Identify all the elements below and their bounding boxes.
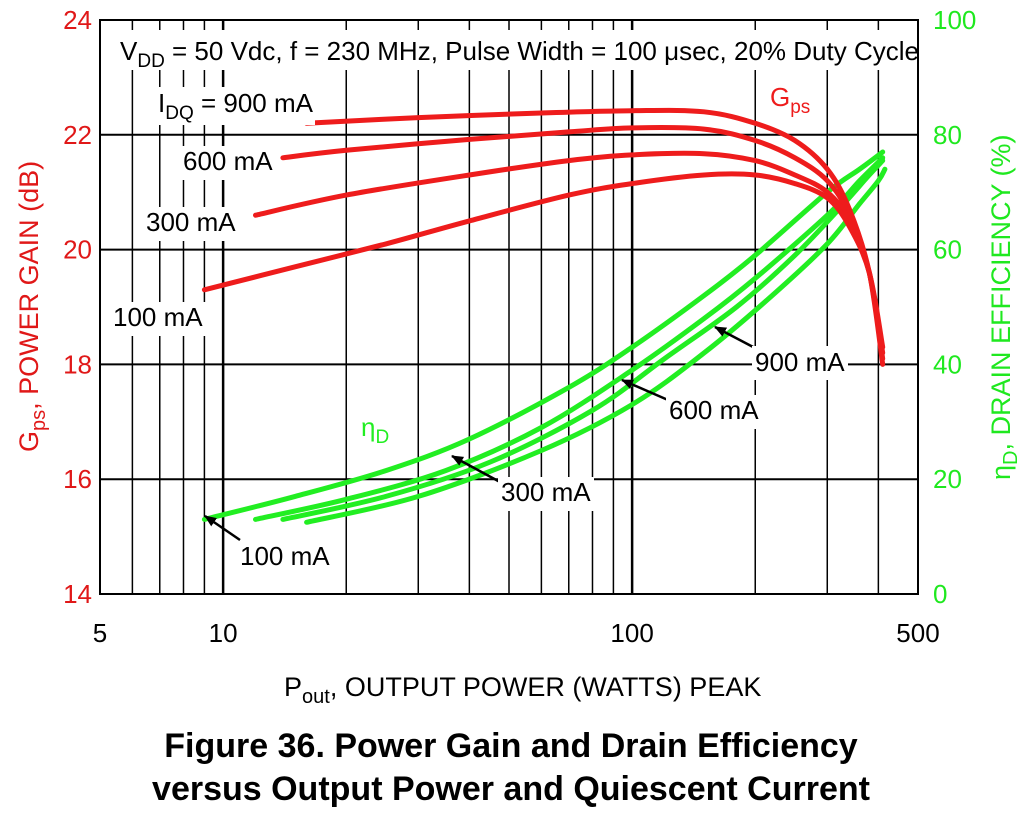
plot-frame [99,19,919,595]
idq-subscript: DQ [165,103,194,124]
gain-label-300: 300 mA [146,207,236,237]
right-y-tick-label: 100 [933,5,976,35]
x-axis-title: Pout, OUTPUT POWER (WATTS) PEAK [284,672,761,708]
test-conditions: VDD = 50 Vdc, f = 230 MHz, Pulse Width =… [112,30,919,72]
x-tick-label: 500 [896,618,939,648]
gain-label-600: 600 mA [183,146,273,176]
gain-line-100ma [201,171,886,350]
right-axis-title: ηD, DRAIN EFFICIENCY (%) [986,134,1022,480]
annotation-arrow [621,378,669,402]
idq-symbol: I [158,88,165,118]
gain-label-100: 100 mA [113,302,203,332]
right-y-tick-label: 60 [933,235,962,265]
left-y-tick-label: 20 [63,235,92,265]
right-y-tick-label: 20 [933,464,962,494]
x-tick-label: 10 [209,618,238,648]
left-y-tick-label: 14 [63,579,92,609]
figure-caption-line-1: Figure 36. Power Gain and Drain Efficien… [164,727,858,765]
left-y-tick-label: 24 [63,5,92,35]
x-tick-label: 5 [93,618,107,648]
efficiency-line-600ma [280,158,886,522]
figure-caption-line-2: versus Output Power and Quiescent Curren… [152,770,870,808]
annotation-arrow [451,454,501,484]
x-tick-label: 100 [610,618,653,648]
right-y-tick-label: 80 [933,120,962,150]
eff-label-100: 100 mA [240,541,330,571]
left-axis-title: Gps, POWER GAIN (dB) [14,161,50,452]
conditions-text: = 50 Vdc, f = 230 MHz, Pulse Width = 100… [165,36,919,66]
svg-text:VDD = 50 Vdc, f = 230 MHz, Pul: VDD = 50 Vdc, f = 230 MHz, Pulse Width =… [120,36,919,72]
left-y-tick-label: 16 [63,464,92,494]
eta-d-curve-label: ηD [361,412,389,448]
gps-curve-label: Gps [770,82,810,118]
efficiency-annotations: 900 mA 600 mA 300 mA 100 mA ηD [237,346,848,575]
efficiency-line-100ma [201,149,886,522]
gain-line-300ma [253,150,886,356]
vdd-symbol: V [120,36,138,66]
annotation-arrows [204,325,756,542]
eff-label-300: 300 mA [501,477,591,507]
right-y-tick-label: 40 [933,349,962,379]
idq-900-label: = 900 mA [194,88,314,118]
annotation-arrow [204,514,241,542]
tick-labels: 5 10 100 500 14 16 18 20 22 24 0 20 40 60 80 100 [63,5,976,648]
svg-text:IDQ = 900 mA: IDQ = 900 mA [158,88,314,124]
vdd-subscript: DD [137,51,164,72]
series [201,107,888,525]
eff-label-900: 900 mA [755,347,845,377]
right-y-tick-label: 0 [933,579,947,609]
efficiency-line-900ma [304,166,888,525]
left-y-tick-label: 18 [63,349,92,379]
gain-annotations: IDQ = 900 mA 600 mA 300 mA 100 mA Gps [110,82,810,336]
annotation-arrow [714,325,756,350]
left-y-tick-label: 22 [63,120,92,150]
eff-label-600: 600 mA [669,395,759,425]
gain-efficiency-chart: VDD = 50 Vdc, f = 230 MHz, Pulse Width =… [14,5,1022,708]
